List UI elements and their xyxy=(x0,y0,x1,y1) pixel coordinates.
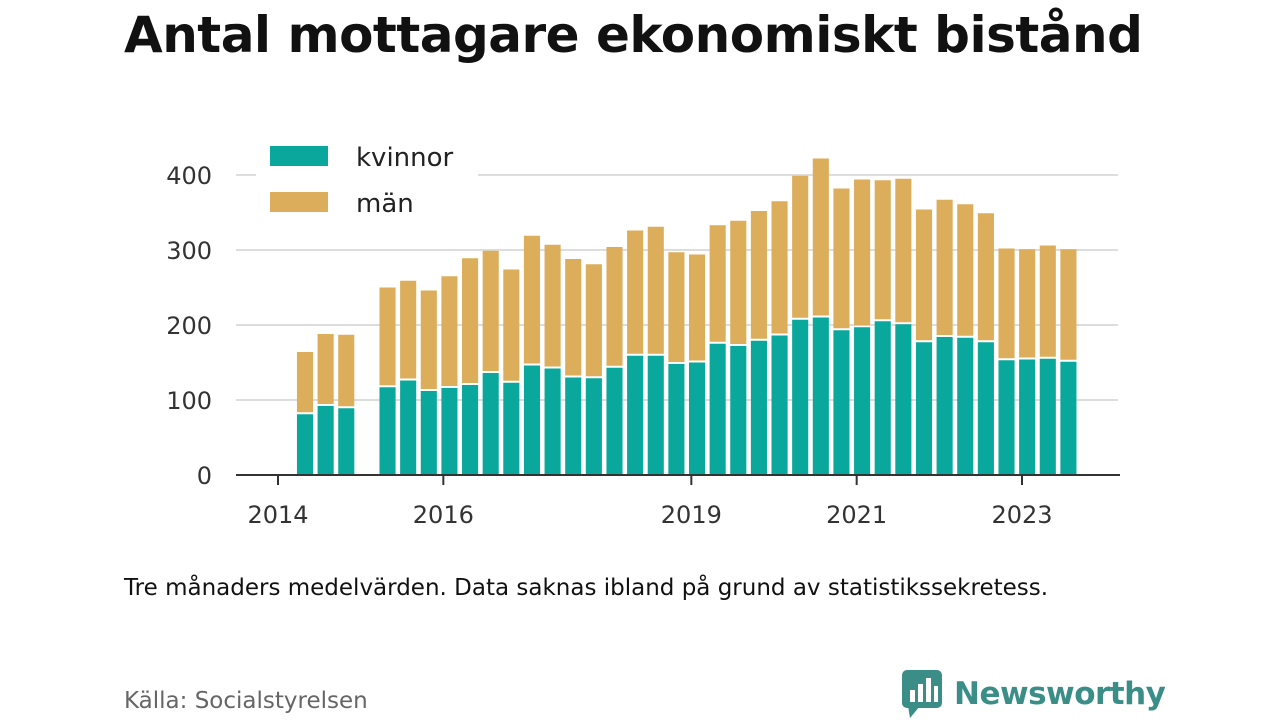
bar-man xyxy=(1019,249,1036,358)
y-tick-label: 100 xyxy=(166,387,212,415)
bar-man xyxy=(874,180,891,320)
bar-kvinnor xyxy=(544,368,561,475)
bar-man xyxy=(338,334,355,407)
bar-kvinnor xyxy=(565,377,582,475)
legend-label-man: män xyxy=(356,189,414,219)
bar-kvinnor xyxy=(1060,361,1077,475)
bar-kvinnor xyxy=(317,406,334,475)
newsworthy-chat-bars-icon xyxy=(902,670,942,718)
bar-man xyxy=(750,211,767,339)
bar-man xyxy=(792,175,809,318)
bar-man xyxy=(895,178,912,323)
bar-man xyxy=(915,209,933,341)
bar-kvinnor xyxy=(936,337,953,475)
bar-man xyxy=(647,226,664,354)
source-credit: Källa: Socialstyrelsen xyxy=(124,688,368,714)
bar-kvinnor xyxy=(874,321,891,475)
bar-man xyxy=(544,244,561,367)
legend-swatch-man xyxy=(270,192,328,212)
bar-kvinnor xyxy=(977,342,994,475)
bar-kvinnor xyxy=(523,365,541,475)
bars xyxy=(296,158,1077,475)
bar-kvinnor xyxy=(833,330,850,475)
bar-man xyxy=(400,280,417,379)
bar-kvinnor xyxy=(688,362,706,475)
bar-kvinnor xyxy=(792,319,809,475)
bar-man xyxy=(998,248,1015,359)
legend: kvinnor män xyxy=(256,132,478,232)
bar-man xyxy=(296,352,314,413)
legend-label-kvinnor: kvinnor xyxy=(356,143,454,173)
x-tick-label: 2014 xyxy=(247,501,308,529)
bar-man xyxy=(709,225,726,342)
bar-kvinnor xyxy=(1019,359,1036,475)
bar-kvinnor xyxy=(812,317,829,475)
y-tick-label: 200 xyxy=(166,312,212,340)
y-tick-label: 300 xyxy=(166,237,212,265)
y-tick-label: 0 xyxy=(197,462,212,490)
bar-kvinnor xyxy=(895,324,912,475)
chart-note: Tre månaders medelvärden. Data saknas ib… xyxy=(124,575,1049,601)
bar-kvinnor xyxy=(462,385,479,475)
bar-kvinnor xyxy=(998,360,1015,475)
chart: 0 100 200 300 400 2014 2016 2019 2021 2023 kvinno… xyxy=(166,132,1120,529)
bar-man xyxy=(854,179,871,326)
bar-man xyxy=(627,230,644,354)
bar-kvinnor xyxy=(296,414,314,475)
bar-kvinnor xyxy=(585,378,602,475)
bar-kvinnor xyxy=(750,340,767,475)
x-tick-label: 2021 xyxy=(826,501,887,529)
bar-man xyxy=(1060,249,1077,360)
bar-man xyxy=(688,254,706,361)
chart-title: Antal mottagare ekonomiskt bistånd xyxy=(124,6,1143,64)
bar-man xyxy=(606,247,623,366)
bar-kvinnor xyxy=(379,387,396,475)
bar-man xyxy=(523,235,541,364)
x-tick-label: 2019 xyxy=(661,501,722,529)
bar-man xyxy=(771,201,788,334)
bar-kvinnor xyxy=(709,343,726,475)
bar-man xyxy=(462,258,479,383)
bar-kvinnor xyxy=(647,355,664,475)
bar-kvinnor xyxy=(1039,358,1056,475)
x-tick-label: 2016 xyxy=(413,501,474,529)
brand-name: Newsworthy xyxy=(954,676,1166,712)
bar-man xyxy=(1039,245,1056,357)
bar-kvinnor xyxy=(482,373,499,475)
bar-man xyxy=(812,158,829,316)
bar-kvinnor xyxy=(957,337,974,475)
bar-man xyxy=(420,290,437,389)
bar-kvinnor xyxy=(771,335,788,475)
bar-man xyxy=(482,250,499,371)
y-tick-label: 400 xyxy=(166,162,212,190)
axes: 0 100 200 300 400 2014 2016 2019 2021 2023 xyxy=(166,162,1120,529)
bar-man xyxy=(317,334,334,404)
bar-man xyxy=(977,213,994,341)
brand-logo: Newsworthy xyxy=(902,670,1166,718)
bar-man xyxy=(668,252,685,362)
bar-kvinnor xyxy=(441,388,458,475)
bar-kvinnor xyxy=(854,327,871,475)
bar-man xyxy=(936,199,953,335)
bar-man xyxy=(833,188,850,329)
bar-man xyxy=(503,269,520,381)
bar-man xyxy=(565,259,582,376)
bar-kvinnor xyxy=(400,380,417,475)
bar-kvinnor xyxy=(338,408,355,475)
bar-kvinnor xyxy=(606,367,623,475)
bar-kvinnor xyxy=(503,382,520,475)
bar-man xyxy=(957,204,974,336)
bar-kvinnor xyxy=(730,346,747,475)
bar-kvinnor xyxy=(420,391,437,475)
bar-man xyxy=(379,287,396,386)
bar-man xyxy=(730,220,747,344)
bar-kvinnor xyxy=(627,355,644,475)
x-tick-label: 2023 xyxy=(991,501,1052,529)
bar-kvinnor xyxy=(668,364,685,475)
bar-man xyxy=(441,276,458,386)
bar-man xyxy=(585,264,602,377)
bar-kvinnor xyxy=(915,342,933,475)
legend-swatch-kvinnor xyxy=(270,146,328,166)
